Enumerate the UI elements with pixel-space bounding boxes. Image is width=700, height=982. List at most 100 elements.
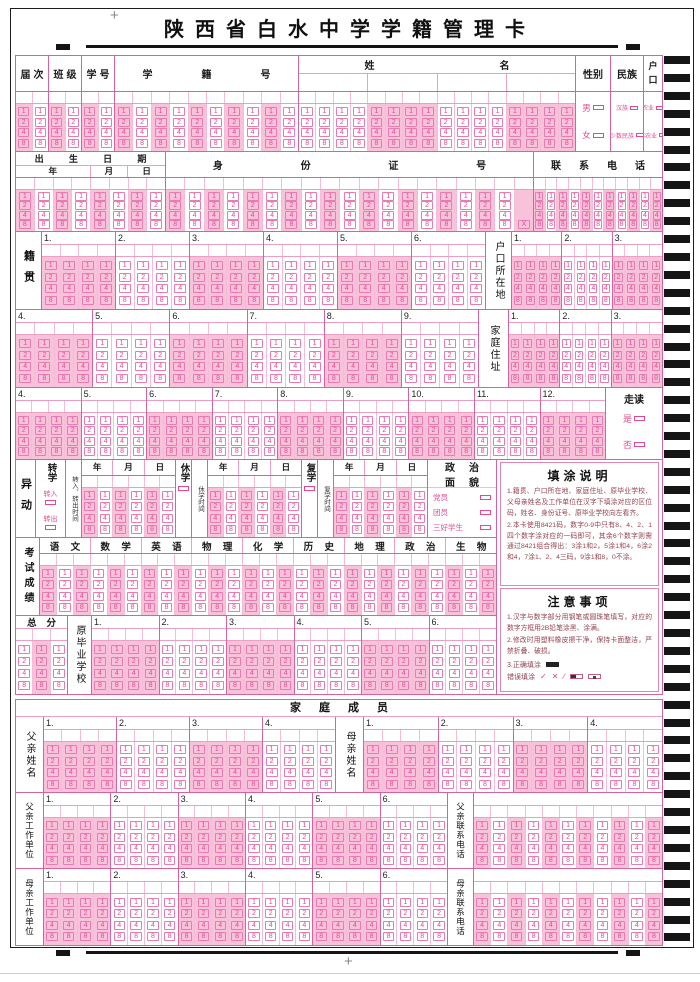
bubble-2[interactable]: 2 [46,909,57,918]
bubble-2[interactable]: 2 [579,909,591,918]
bubble-2[interactable]: 2 [526,118,538,127]
bubble-4[interactable]: 4 [230,284,242,293]
bubble-8[interactable]: 8 [195,603,206,612]
bubble-4[interactable]: 4 [145,669,156,678]
write-cell[interactable] [581,178,593,189]
write-cell[interactable] [587,245,600,256]
bubble-1[interactable]: 1 [499,192,511,201]
bubble-4[interactable]: 4 [136,128,148,137]
bubble-1[interactable]: 1 [577,261,585,270]
bubble-1[interactable]: 1 [179,645,190,654]
bubble-4[interactable]: 4 [549,362,558,371]
write-cell[interactable] [403,92,420,103]
bubble-2[interactable]: 2 [614,833,626,842]
bubble-2[interactable]: 2 [138,757,150,766]
write-cell[interactable] [98,476,114,487]
bubble-8[interactable]: 8 [84,139,95,148]
bubble-2[interactable]: 2 [628,757,640,766]
bubble-4[interactable]: 4 [279,592,290,601]
bubble-8[interactable]: 8 [231,932,242,941]
bubble-4[interactable]: 4 [198,437,209,446]
bubble-4[interactable]: 4 [381,669,392,678]
bubble-8[interactable]: 8 [457,139,469,148]
bubble-2[interactable]: 2 [212,657,223,666]
write-cell[interactable] [281,92,298,103]
bubble-8[interactable]: 8 [347,374,359,383]
bubble-4[interactable]: 4 [228,128,240,137]
bubble-1[interactable]: 1 [415,569,426,578]
write-cell[interactable] [327,401,342,412]
bubble-1[interactable]: 1 [559,192,567,201]
bubble-1[interactable]: 1 [383,821,394,830]
bubble-1[interactable]: 1 [264,416,275,425]
bubble-4[interactable]: 4 [82,284,94,293]
bubble-1[interactable]: 1 [96,339,108,348]
write-cell[interactable] [280,806,297,817]
bubble-1[interactable]: 1 [285,192,297,201]
write-cell[interactable] [325,323,344,334]
bubble-8[interactable]: 8 [432,681,443,690]
write-cell[interactable] [49,401,65,412]
bubble-1[interactable]: 1 [154,339,166,348]
write-cell[interactable] [78,882,95,893]
bubble-2[interactable]: 2 [594,201,602,210]
write-cell[interactable] [300,730,318,741]
bubble-1[interactable]: 1 [346,416,357,425]
bubble-4[interactable]: 4 [499,211,511,220]
bubble-4[interactable]: 4 [215,921,226,930]
bubble-4[interactable]: 4 [257,514,268,523]
bubble-8[interactable]: 8 [97,932,108,941]
bubble-1[interactable]: 1 [309,339,321,348]
bubble-4[interactable]: 4 [594,211,602,220]
bubble-1[interactable]: 1 [554,745,566,754]
bubble-8[interactable]: 8 [545,856,557,865]
bubble-2[interactable]: 2 [282,909,293,918]
bubble-4[interactable]: 4 [352,514,363,523]
bubble-8[interactable]: 8 [589,296,597,305]
bubble-4[interactable]: 4 [628,768,640,777]
bubble-8[interactable]: 8 [313,447,324,456]
write-cell[interactable] [345,554,362,565]
bubble-8[interactable]: 8 [282,932,293,941]
bubble-2[interactable]: 2 [136,118,148,127]
name-subcell[interactable] [507,74,575,91]
bubble-8[interactable]: 8 [198,856,209,865]
bubble-1[interactable]: 1 [460,192,472,201]
option-是[interactable]: 是 [607,412,661,425]
bubble-2[interactable]: 2 [302,757,314,766]
bubble-2[interactable]: 2 [582,201,590,210]
bubble-1[interactable]: 1 [241,491,252,500]
bubble-8[interactable]: 8 [46,932,57,941]
bubble-8[interactable]: 8 [47,780,59,789]
bubble-4[interactable]: 4 [582,211,590,220]
bubble-4[interactable]: 4 [639,362,648,371]
bubble-4[interactable]: 4 [210,514,221,523]
bubble-2[interactable]: 2 [147,502,158,511]
bubble-4[interactable]: 4 [477,437,488,446]
bubble-8[interactable]: 8 [245,603,256,612]
write-cell[interactable] [543,882,560,893]
write-cell[interactable] [278,401,294,412]
bubble-2[interactable]: 2 [388,118,400,127]
bubble-4[interactable]: 4 [444,362,456,371]
bubble-1[interactable]: 1 [526,107,538,116]
bubble-8[interactable]: 8 [193,374,205,383]
bubble-2[interactable]: 2 [564,273,572,282]
bubble-2[interactable]: 2 [228,580,239,589]
bubble-2[interactable]: 2 [359,273,371,282]
write-cell[interactable] [607,730,626,741]
write-cell[interactable] [626,730,645,741]
bubble-4[interactable]: 4 [115,514,126,523]
write-cell[interactable] [334,92,351,103]
bubble-8[interactable]: 8 [215,856,226,865]
bubble-2[interactable]: 2 [428,426,439,435]
write-cell[interactable] [154,730,172,741]
bubble-4[interactable]: 4 [38,362,50,371]
write-cell[interactable] [328,554,345,565]
bubble-1[interactable]: 1 [400,821,411,830]
bubble-4[interactable]: 4 [399,514,410,523]
bubble-1[interactable]: 1 [65,745,77,754]
write-cell[interactable] [263,882,280,893]
bubble-8[interactable]: 8 [554,780,566,789]
bubble-1[interactable]: 1 [582,192,590,201]
